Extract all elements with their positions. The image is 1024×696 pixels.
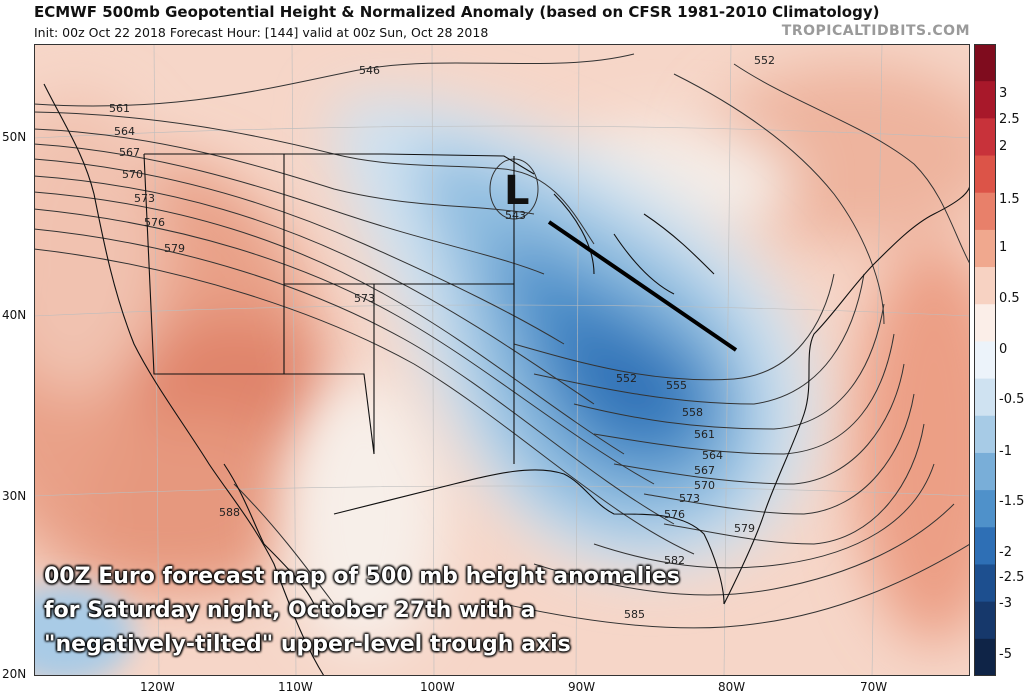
- colorbar-cell: [974, 415, 996, 454]
- contour-label: 576: [144, 216, 165, 229]
- colorbar-tick: -3: [999, 596, 1012, 611]
- height-contours: [34, 53, 970, 629]
- colorbar-cell: [974, 601, 996, 640]
- caption-line-1: 00Z Euro forecast map of 500 mb height a…: [44, 564, 680, 589]
- contour-label: 579: [164, 242, 185, 255]
- colorbar-cell: [974, 44, 996, 82]
- brand-watermark: TROPICALTIDBITS.COM: [781, 23, 970, 39]
- colorbar-cell: [974, 192, 996, 231]
- colorbar-cell: [974, 229, 996, 268]
- colorbar-tick: 0: [999, 342, 1008, 357]
- colorbar-tick: 0.5: [999, 291, 1020, 306]
- caption-line-3: "negatively-tilted" upper-level trough a…: [44, 632, 571, 657]
- contour-label: 558: [682, 406, 703, 419]
- lon-label: 80W: [718, 680, 746, 694]
- lon-label: 90W: [568, 680, 596, 694]
- colorbar-cell: [974, 638, 996, 676]
- colorbar-tick: -2: [999, 545, 1012, 560]
- contour-label: 573: [134, 192, 155, 205]
- contour-label: 570: [694, 479, 715, 492]
- contour-label: 564: [114, 125, 135, 138]
- colorbar-tick: -1: [999, 444, 1012, 459]
- anomaly-map: 546 552 561 564 567 570 573 576 579 573 …: [34, 44, 970, 676]
- colorbar-tick: 2: [999, 139, 1008, 154]
- contour-label: 564: [702, 449, 723, 462]
- colorbar-tick: 1: [999, 240, 1008, 255]
- low-pressure-marker: L: [504, 168, 530, 214]
- contour-label: 588: [219, 506, 240, 519]
- colorbar-cell: [974, 564, 996, 603]
- contour-label-group: 546 552 561 564 567 570 573 576 579 573 …: [109, 54, 775, 621]
- lon-label: 110W: [278, 680, 313, 694]
- anomaly-colorbar: [974, 44, 996, 676]
- lat-label: 20N: [2, 667, 27, 681]
- colorbar-cell: [974, 452, 996, 491]
- colorbar-tick: -5: [999, 647, 1012, 662]
- lat-label: 40N: [2, 308, 27, 322]
- contour-label: 552: [616, 372, 637, 385]
- contour-label: 570: [122, 168, 143, 181]
- colorbar-cell: [974, 155, 996, 194]
- lon-label: 100W: [420, 680, 455, 694]
- caption-line-2: for Saturday night, October 27th with a: [44, 598, 536, 623]
- lat-label: 30N: [2, 489, 27, 503]
- map-title: ECMWF 500mb Geopotential Height & Normal…: [34, 3, 880, 21]
- contour-label: 567: [694, 464, 715, 477]
- colorbar-cell: [974, 378, 996, 417]
- colorbar-cell: [974, 118, 996, 157]
- map-subtitle: Init: 00z Oct 22 2018 Forecast Hour: [14…: [34, 25, 489, 40]
- contour-label: 573: [354, 292, 375, 305]
- contour-label: 573: [679, 492, 700, 505]
- colorbar-tick: -0.5: [999, 392, 1024, 407]
- contour-label: 576: [664, 508, 685, 521]
- trough-axis-line: [547, 220, 738, 352]
- colorbar-cell: [974, 304, 996, 342]
- colorbar-cell: [974, 81, 996, 119]
- colorbar-tick: -2.5: [999, 570, 1024, 585]
- lon-label: 120W: [140, 680, 175, 694]
- low-pressure-value: 543: [505, 209, 526, 222]
- colorbar-tick: -1.5: [999, 494, 1024, 509]
- colorbar-cell: [974, 527, 996, 565]
- negative-anomaly-field: [334, 98, 814, 572]
- map-frame: [34, 44, 970, 676]
- contour-label: 561: [109, 102, 130, 115]
- contour-label: 552: [754, 54, 775, 67]
- contour-label: 555: [666, 379, 687, 392]
- contour-label: 561: [694, 428, 715, 441]
- contour-label: 567: [119, 146, 140, 159]
- lat-label: 50N: [2, 130, 27, 144]
- colorbar-tick: 2.5: [999, 112, 1020, 127]
- contour-label: 585: [624, 608, 645, 621]
- colorbar-cell: [974, 490, 996, 528]
- lon-label: 70W: [860, 680, 888, 694]
- colorbar-cell: [974, 341, 996, 380]
- coastlines: [43, 83, 970, 676]
- contour-label: 579: [734, 522, 755, 535]
- colorbar-tick: 1.5: [999, 192, 1020, 207]
- contour-label: 582: [664, 554, 685, 567]
- contour-label: 546: [359, 64, 380, 77]
- colorbar-cell: [974, 267, 996, 305]
- colorbar-tick: 3: [999, 86, 1008, 101]
